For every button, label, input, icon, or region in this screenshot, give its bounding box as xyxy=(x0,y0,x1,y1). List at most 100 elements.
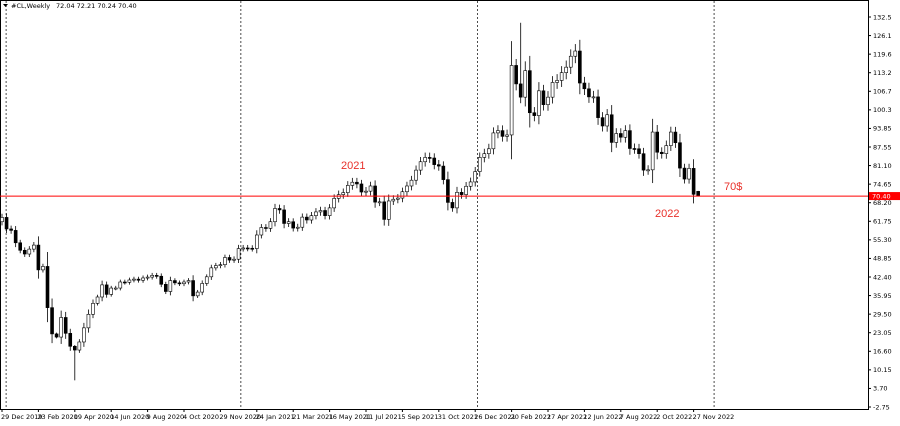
candle-body xyxy=(600,117,605,127)
candle xyxy=(441,161,446,185)
candle xyxy=(18,239,23,254)
candle xyxy=(200,280,204,296)
candle xyxy=(227,254,232,263)
candle xyxy=(550,76,555,104)
annotation-2021: 2021 xyxy=(341,160,365,172)
candle-body xyxy=(9,228,13,231)
candle-body xyxy=(386,200,391,220)
candle-body xyxy=(582,82,587,90)
symbol-label: #CL,Weekly xyxy=(11,2,50,10)
price-tag-label: 70.40 xyxy=(872,192,891,200)
candle-body xyxy=(459,192,464,195)
candle xyxy=(509,41,514,160)
candle xyxy=(277,204,282,214)
candle xyxy=(327,204,332,220)
candle xyxy=(477,152,482,177)
y-tick-label: 132.5 xyxy=(873,13,892,21)
x-tick-label: 31 Oct 2021 xyxy=(438,413,478,421)
candle xyxy=(100,280,104,302)
candle-body xyxy=(355,181,359,185)
candle xyxy=(236,244,241,263)
x-tick-label: 7 Aug 2022 xyxy=(620,413,658,421)
candle-body xyxy=(91,303,95,315)
candle xyxy=(446,171,450,211)
candle-body xyxy=(150,275,154,278)
candle xyxy=(104,281,109,298)
candle-body xyxy=(168,280,173,292)
candle xyxy=(496,125,500,139)
candle xyxy=(618,128,623,143)
candle-body xyxy=(182,281,186,285)
candle xyxy=(468,177,473,191)
candle-body xyxy=(45,266,50,308)
candle-body xyxy=(136,278,141,281)
candle xyxy=(164,281,168,295)
candle xyxy=(364,187,368,197)
candle-body xyxy=(132,278,136,281)
candle xyxy=(204,274,209,286)
candle-body xyxy=(195,291,200,297)
candle-body xyxy=(154,275,159,277)
candle xyxy=(268,218,273,232)
candle xyxy=(314,208,318,220)
candle xyxy=(13,226,18,248)
candle xyxy=(32,242,36,253)
candle-body xyxy=(596,96,600,118)
candle xyxy=(687,163,691,184)
candle xyxy=(386,194,391,226)
y-tick-label: 23.05 xyxy=(873,329,892,337)
candle xyxy=(555,74,559,89)
candle-body xyxy=(245,247,250,250)
candle-body xyxy=(314,211,318,216)
candle-body xyxy=(664,145,669,154)
candle-body xyxy=(482,153,487,158)
candle-body xyxy=(682,167,687,180)
x-tick-label: 2 Oct 2022 xyxy=(656,413,692,421)
candle xyxy=(86,309,91,333)
candle xyxy=(500,125,505,142)
y-tick-label: 74.65 xyxy=(873,180,892,188)
y-tick-label: 29.50 xyxy=(873,310,892,318)
candle-body xyxy=(100,284,104,298)
candle xyxy=(505,129,509,142)
candle-body xyxy=(345,185,350,193)
candle xyxy=(473,167,478,187)
candle xyxy=(73,344,77,381)
candle-body xyxy=(505,134,509,137)
candle-body xyxy=(518,83,523,98)
candle xyxy=(632,143,637,154)
candle-body xyxy=(282,209,286,224)
candle-body xyxy=(104,284,109,295)
candle xyxy=(82,322,86,347)
candle-body xyxy=(341,192,346,195)
candle-body xyxy=(405,185,409,193)
candle-body xyxy=(414,169,418,181)
candle-body xyxy=(173,280,177,284)
candle xyxy=(295,223,300,232)
candle-body xyxy=(22,249,27,255)
candle-body xyxy=(368,185,373,192)
candle-body xyxy=(291,221,296,229)
candle-body xyxy=(123,281,127,284)
y-tick-label: 42.40 xyxy=(873,273,892,281)
ohlc-readout: 72.04 72.21 70.24 70.40 xyxy=(56,2,137,10)
candle xyxy=(341,188,346,199)
candle xyxy=(391,195,396,205)
candle-body xyxy=(527,70,532,114)
candle-body xyxy=(550,82,555,98)
candle-body xyxy=(400,191,405,199)
candle-body xyxy=(578,50,582,84)
candle-body xyxy=(4,217,9,230)
candle xyxy=(291,218,296,232)
candle-body xyxy=(73,346,77,351)
candle-body xyxy=(650,131,655,171)
candle xyxy=(650,118,655,184)
candle-body xyxy=(659,151,664,154)
candle xyxy=(186,278,191,285)
candle xyxy=(646,165,650,175)
candle xyxy=(609,105,614,153)
y-tick-label: 61.75 xyxy=(873,218,892,226)
dropdown-triangle-icon[interactable] xyxy=(3,4,8,7)
candle xyxy=(491,127,496,155)
